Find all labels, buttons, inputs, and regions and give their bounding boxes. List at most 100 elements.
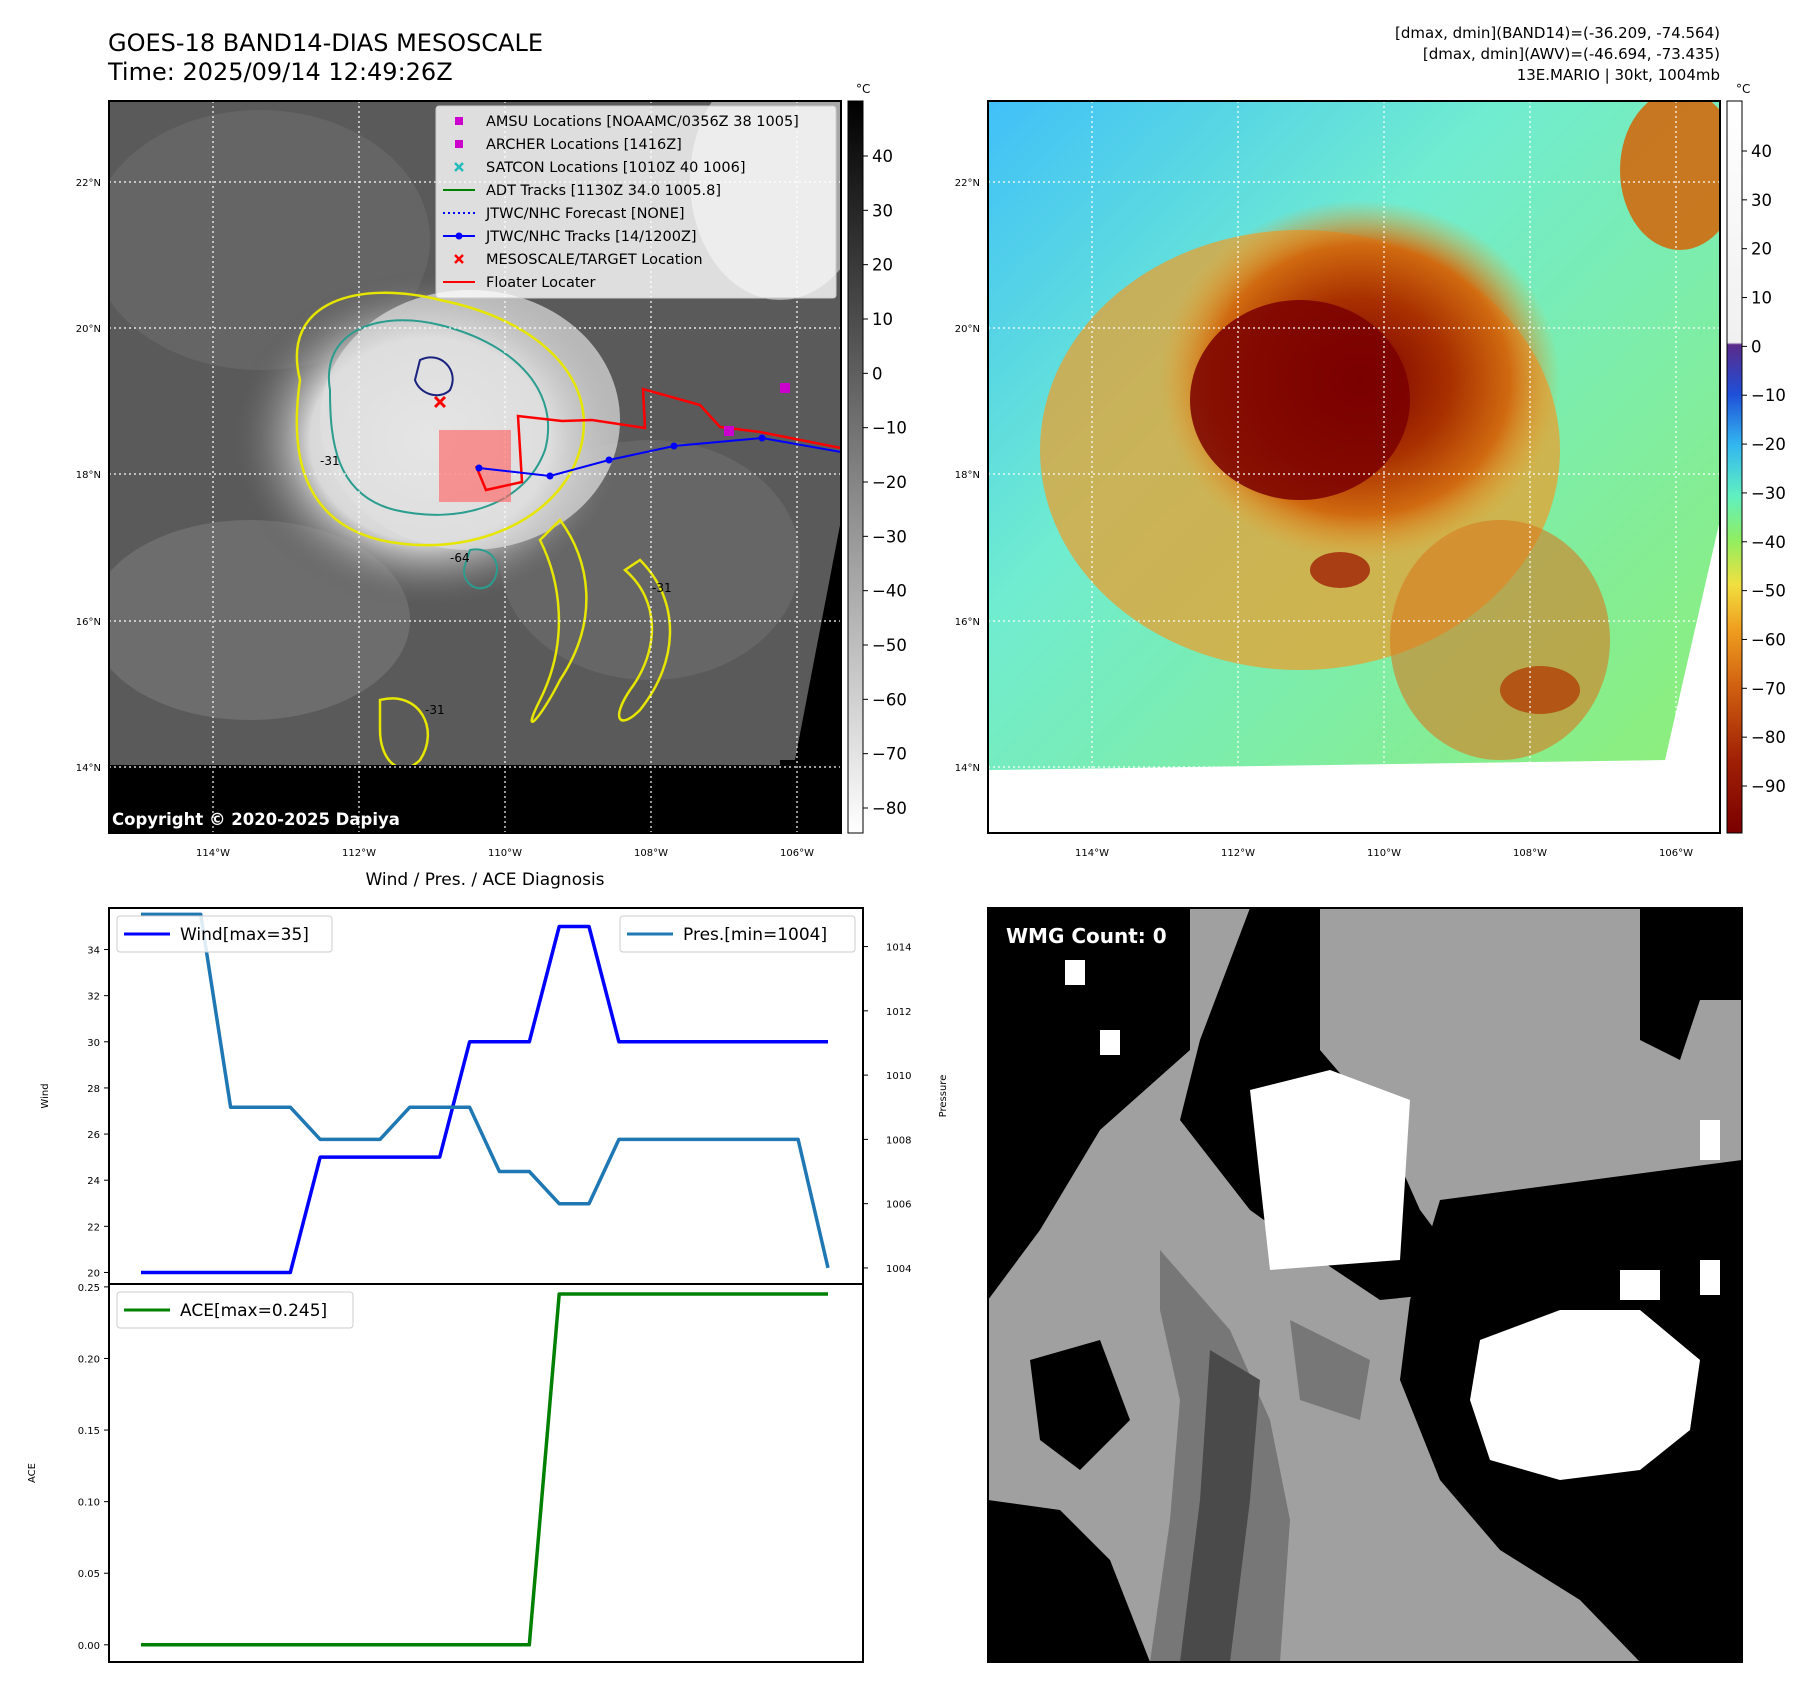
- axis-tick-label: 1012: [886, 1007, 911, 1018]
- figure-time: Time: 2025/09/14 12:49:26Z: [107, 58, 453, 86]
- wmg-panel: WMG Count: 0: [987, 907, 1743, 1663]
- track-points: [475, 434, 766, 480]
- lon-label: 108°W: [634, 848, 668, 859]
- axis-tick-label: 34: [87, 946, 100, 957]
- track-line: [478, 436, 841, 478]
- lon-label: 110°W: [1367, 848, 1401, 859]
- ace-plot: [108, 1283, 864, 1663]
- axis-tick-label: 0.00: [78, 1641, 100, 1652]
- axis-tick-label: 30: [87, 1038, 100, 1049]
- colorbar-tick-label: −80: [1751, 728, 1786, 747]
- pressure-legend: Pres.[min=1004]: [619, 915, 856, 953]
- storm-info: 13E.MARIO | 30kt, 1004mb: [1517, 66, 1720, 84]
- lat-label: 18°N: [955, 470, 980, 481]
- band14-range: [dmax, dmin](BAND14)=(-36.209, -74.564): [1395, 24, 1720, 42]
- colorbar-tick-label: −20: [1751, 435, 1786, 454]
- figure-title: GOES-18 BAND14-DIAS MESOSCALE: [108, 29, 543, 57]
- legend-label: Wind[max=35]: [180, 925, 309, 945]
- axis-tick-label: 24: [87, 1176, 100, 1187]
- colorbar-tick-label: −10: [1751, 386, 1786, 405]
- lat-label: 20°N: [955, 324, 980, 335]
- wind-pressure-plot: [108, 907, 864, 1285]
- target-marker: [433, 395, 447, 409]
- chart-title: Wind / Pres. / ACE Diagnosis: [365, 870, 604, 890]
- axis-tick-label: 28: [87, 1084, 100, 1095]
- lon-label: 106°W: [780, 848, 814, 859]
- lat-label: 18°N: [76, 470, 101, 481]
- lon-label: 106°W: [1659, 848, 1693, 859]
- lon-label: 114°W: [196, 848, 230, 859]
- colorbar-tick-label: 0: [1751, 337, 1762, 356]
- colorbar-unit: °C: [1736, 82, 1750, 96]
- axis-tick-label: 1006: [886, 1200, 911, 1211]
- ace-legend: ACE[max=0.245]: [116, 1291, 354, 1329]
- legend-label: MESOSCALE/TARGET Location: [486, 252, 703, 268]
- contour-yellow: [295, 291, 586, 547]
- lat-label: 14°N: [76, 763, 101, 774]
- lat-label: 14°N: [955, 763, 980, 774]
- amsu-marker: [780, 383, 790, 393]
- lat-label: 20°N: [76, 324, 101, 335]
- colorbar-tick-label: −70: [872, 745, 907, 764]
- legend-label: AMSU Locations [NOAAMC/0356Z 38 1005]: [486, 114, 799, 130]
- no-data-region: [780, 520, 841, 833]
- colorbar-tick-label: −30: [1751, 484, 1786, 503]
- ace-axis-label: ACE: [27, 1463, 38, 1483]
- lat-label: 16°N: [76, 617, 101, 628]
- lon-label: 114°W: [1075, 848, 1109, 859]
- ir-map-left: -64 -31 -31 -31 AMSU Locations [NOAAMC/0…: [76, 100, 842, 859]
- legend-label: ADT Tracks [1130Z 34.0 1005.8]: [486, 183, 721, 199]
- axis-tick-label: 26: [87, 1130, 100, 1141]
- colorbar-tick-label: −10: [872, 419, 907, 438]
- lon-label: 110°W: [488, 848, 522, 859]
- colorbar-tick-label: 30: [872, 201, 893, 220]
- map-right-grid: [988, 101, 1720, 833]
- map-left-frame: [108, 100, 842, 834]
- legend-label: Floater Locater: [486, 275, 595, 291]
- axis-tick-label: 0.15: [78, 1426, 100, 1437]
- colorbar-tick-label: −60: [1751, 630, 1786, 649]
- wind-legend: Wind[max=35]: [116, 915, 333, 953]
- colorbar-tick-label: 10: [872, 310, 893, 329]
- axis-tick-label: 0.05: [78, 1569, 100, 1580]
- axis-tick-label: 22: [87, 1222, 100, 1233]
- pressure-axis-label: Pressure: [938, 1075, 949, 1118]
- colorbar-unit: °C: [856, 82, 870, 96]
- colorbar-tick-label: −40: [1751, 533, 1786, 552]
- colorbar-tick-label: −50: [1751, 582, 1786, 601]
- ace-series-line: [141, 1292, 828, 1647]
- colorbar-left: °C 40 30 20 10 0 −10 −20 −30 −40 −50 −60 −70 −80: [847, 82, 907, 834]
- wind-axis-label: Wind: [40, 1083, 51, 1108]
- axis-tick-label: 0.25: [78, 1283, 100, 1294]
- lat-label: 16°N: [955, 617, 980, 628]
- colorbar-tick-label: 30: [1751, 191, 1772, 210]
- axis-tick-label: 20: [87, 1268, 100, 1279]
- lon-label: 108°W: [1513, 848, 1547, 859]
- lat-label: 22°N: [955, 178, 980, 189]
- contour-label: -64: [450, 551, 470, 565]
- wmg-count-label: WMG Count: 0: [1006, 924, 1167, 948]
- colorbar-tick-label: −50: [872, 636, 907, 655]
- pressure-series-line: [141, 912, 830, 1269]
- legend-label: SATCON Locations [1010Z 40 1006]: [486, 160, 745, 176]
- axis-tick-label: 0.10: [78, 1498, 100, 1509]
- axis-tick-label: 0.20: [78, 1354, 100, 1365]
- lon-label: 112°W: [342, 848, 376, 859]
- colorbar-tick-label: 20: [872, 256, 893, 275]
- colorbar-tick-label: 20: [1751, 240, 1772, 259]
- colorbar-tick-label: 0: [872, 364, 883, 383]
- legend-label: Pres.[min=1004]: [683, 925, 827, 945]
- colorbar-tick-label: −80: [872, 799, 907, 818]
- colorbar-tick-label: 10: [1751, 289, 1772, 308]
- wind-series-line: [141, 924, 828, 1275]
- axis-tick-label: 1004: [886, 1264, 911, 1275]
- colorbar-tick-label: 40: [872, 147, 893, 166]
- lon-label: 112°W: [1221, 848, 1255, 859]
- legend-label: JTWC/NHC Forecast [NONE]: [485, 206, 685, 222]
- contour-label: -31: [425, 703, 445, 717]
- colorbar-tick-label: −20: [872, 473, 907, 492]
- axis-tick-label: 1014: [886, 943, 911, 954]
- colorbar-tick-label: −60: [872, 690, 907, 709]
- colorbar-tick-label: −40: [872, 582, 907, 601]
